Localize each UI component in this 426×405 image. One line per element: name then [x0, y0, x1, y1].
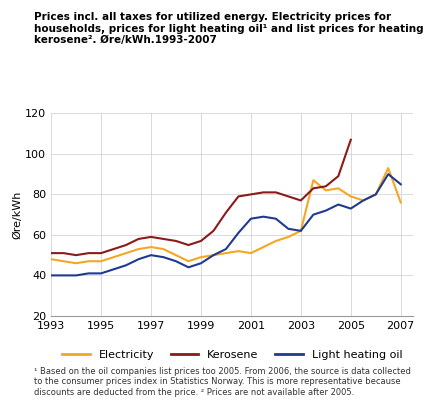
- Electricity: [286, 234, 291, 239]
- Electricity: [248, 251, 253, 256]
- Electricity: [161, 247, 166, 252]
- Light heating oil: [373, 192, 378, 197]
- Light heating oil: [273, 216, 279, 221]
- Line: Light heating oil: Light heating oil: [51, 174, 401, 275]
- Light heating oil: [211, 253, 216, 258]
- Light heating oil: [336, 202, 341, 207]
- Electricity: [398, 200, 403, 205]
- Light heating oil: [148, 253, 153, 258]
- Electricity: [323, 188, 328, 193]
- Light heating oil: [161, 255, 166, 260]
- Electricity: [74, 261, 79, 266]
- Electricity: [186, 259, 191, 264]
- Electricity: [236, 249, 241, 254]
- Light heating oil: [173, 259, 178, 264]
- Light heating oil: [124, 263, 129, 268]
- Kerosene: [124, 243, 129, 247]
- Electricity: [49, 257, 54, 262]
- Kerosene: [61, 251, 66, 256]
- Light heating oil: [298, 228, 303, 233]
- Kerosene: [136, 237, 141, 241]
- Electricity: [348, 194, 353, 199]
- Electricity: [199, 255, 204, 260]
- Electricity: [86, 259, 91, 264]
- Electricity: [136, 247, 141, 252]
- Kerosene: [223, 210, 228, 215]
- Kerosene: [74, 253, 79, 258]
- Light heating oil: [348, 206, 353, 211]
- Light heating oil: [49, 273, 54, 278]
- Electricity: [361, 198, 366, 203]
- Light heating oil: [236, 230, 241, 235]
- Kerosene: [336, 174, 341, 179]
- Kerosene: [148, 234, 153, 239]
- Light heating oil: [98, 271, 104, 276]
- Electricity: [311, 178, 316, 183]
- Kerosene: [273, 190, 279, 195]
- Light heating oil: [361, 198, 366, 203]
- Electricity: [148, 245, 153, 249]
- Kerosene: [161, 237, 166, 241]
- Kerosene: [323, 184, 328, 189]
- Electricity: [336, 186, 341, 191]
- Kerosene: [111, 247, 116, 252]
- Electricity: [211, 253, 216, 258]
- Kerosene: [49, 251, 54, 256]
- Kerosene: [286, 194, 291, 199]
- Text: ¹ Based on the oil companies list prices too 2005. From 2006, the source is data: ¹ Based on the oil companies list prices…: [34, 367, 411, 397]
- Kerosene: [261, 190, 266, 195]
- Light heating oil: [61, 273, 66, 278]
- Kerosene: [86, 251, 91, 256]
- Electricity: [223, 251, 228, 256]
- Kerosene: [236, 194, 241, 199]
- Electricity: [124, 251, 129, 256]
- Kerosene: [311, 186, 316, 191]
- Light heating oil: [386, 172, 391, 177]
- Electricity: [98, 259, 104, 264]
- Kerosene: [248, 192, 253, 197]
- Light heating oil: [286, 226, 291, 231]
- Light heating oil: [223, 247, 228, 252]
- Kerosene: [173, 239, 178, 243]
- Kerosene: [98, 251, 104, 256]
- Kerosene: [199, 239, 204, 243]
- Light heating oil: [323, 208, 328, 213]
- Y-axis label: Øre/kWh: Øre/kWh: [12, 190, 22, 239]
- Electricity: [61, 259, 66, 264]
- Kerosene: [211, 228, 216, 233]
- Electricity: [173, 253, 178, 258]
- Electricity: [111, 255, 116, 260]
- Electricity: [386, 166, 391, 171]
- Light heating oil: [311, 212, 316, 217]
- Light heating oil: [186, 265, 191, 270]
- Electricity: [273, 239, 279, 243]
- Electricity: [373, 192, 378, 197]
- Kerosene: [298, 198, 303, 203]
- Light heating oil: [86, 271, 91, 276]
- Light heating oil: [199, 261, 204, 266]
- Light heating oil: [398, 182, 403, 187]
- Light heating oil: [248, 216, 253, 221]
- Kerosene: [186, 243, 191, 247]
- Line: Electricity: Electricity: [51, 168, 401, 263]
- Light heating oil: [74, 273, 79, 278]
- Light heating oil: [136, 257, 141, 262]
- Electricity: [298, 228, 303, 233]
- Legend: Electricity, Kerosene, Light heating oil: Electricity, Kerosene, Light heating oil: [58, 346, 407, 364]
- Light heating oil: [111, 267, 116, 272]
- Kerosene: [348, 137, 353, 142]
- Electricity: [261, 245, 266, 249]
- Light heating oil: [261, 214, 266, 219]
- Line: Kerosene: Kerosene: [51, 140, 351, 255]
- Text: Prices incl. all taxes for utilized energy. Electricity prices for
households, p: Prices incl. all taxes for utilized ener…: [34, 12, 424, 45]
